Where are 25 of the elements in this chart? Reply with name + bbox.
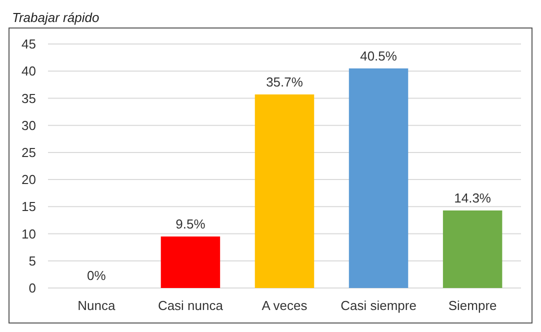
- bar: [348, 68, 408, 288]
- y-tick-label: 40: [22, 64, 36, 79]
- bar: [442, 210, 502, 288]
- y-tick-label: 35: [22, 90, 36, 106]
- y-tick-label: 15: [22, 199, 36, 214]
- bar: [160, 236, 220, 288]
- x-tick-label: Nunca: [78, 298, 116, 313]
- data-label: 14.3%: [454, 190, 492, 206]
- y-tick-label: 10: [22, 226, 36, 242]
- bar: [254, 94, 314, 288]
- data-label: 35.7%: [266, 74, 304, 90]
- y-tick-label: 30: [22, 118, 36, 133]
- data-label: 40.5%: [360, 48, 398, 64]
- x-tick-label: A veces: [262, 298, 308, 313]
- chart-title: Trabajar rápido: [12, 10, 100, 25]
- y-tick-label: 20: [22, 172, 36, 188]
- y-tick-label: 45: [22, 36, 36, 52]
- x-tick-label: Siempre: [448, 298, 497, 313]
- data-label: 9.5%: [176, 216, 206, 232]
- y-tick-label: 0: [28, 280, 36, 296]
- y-tick-label: 25: [22, 144, 36, 160]
- y-tick-label: 5: [28, 253, 36, 268]
- x-tick-label: Casi nunca: [158, 298, 224, 313]
- data-label: 0%: [87, 268, 106, 283]
- x-tick-label: Casi siempre: [340, 298, 416, 313]
